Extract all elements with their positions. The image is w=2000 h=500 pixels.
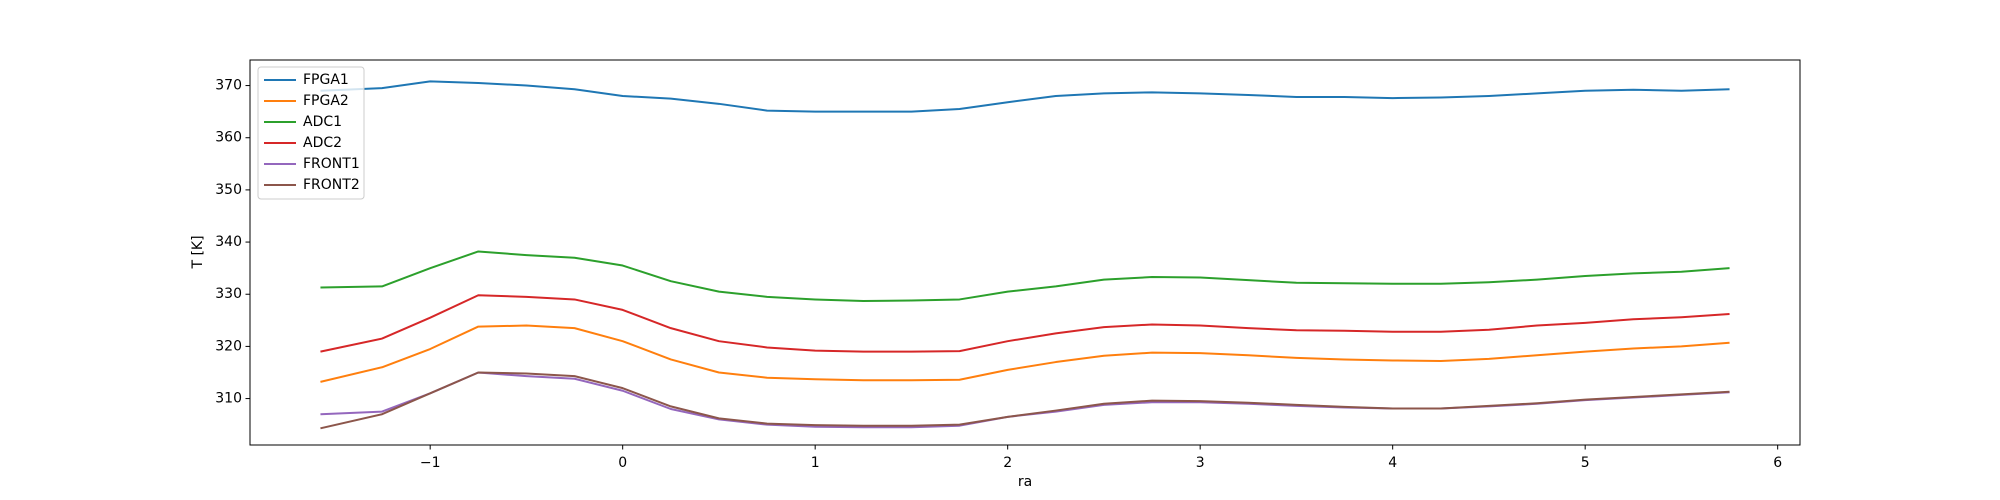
y-tick-label: 360 xyxy=(215,130,242,146)
x-tick-label: 6 xyxy=(1773,455,1782,471)
x-tick-label: 3 xyxy=(1196,455,1205,471)
x-tick-label: 2 xyxy=(1003,455,1012,471)
y-tick-label: 330 xyxy=(215,286,242,302)
legend-label: ADC2 xyxy=(303,135,342,151)
y-axis-label: T [K] xyxy=(190,235,206,269)
series-line xyxy=(320,80,1730,113)
series-line xyxy=(320,371,1730,429)
x-tick-label: 1 xyxy=(811,455,820,471)
y-tick-label: 350 xyxy=(215,182,242,198)
series-line xyxy=(320,371,1730,430)
series-line xyxy=(320,250,1730,303)
x-tick-label: 5 xyxy=(1581,455,1590,471)
x-axis-label: ra xyxy=(1018,474,1032,490)
legend-label: FRONT2 xyxy=(303,177,360,193)
legend-label: FPGA1 xyxy=(303,72,349,88)
legend-label: FPGA2 xyxy=(303,93,349,109)
series-line xyxy=(320,294,1730,353)
y-tick-label: 340 xyxy=(215,234,242,250)
legend-label: ADC1 xyxy=(303,114,342,130)
series-line xyxy=(320,324,1730,383)
legend-label: FRONT1 xyxy=(303,156,360,172)
x-tick-label: 4 xyxy=(1388,455,1397,471)
y-tick-label: 320 xyxy=(215,338,242,354)
x-tick-label: −1 xyxy=(420,455,441,471)
y-tick-label: 310 xyxy=(215,391,242,407)
axes-frame xyxy=(249,59,1801,446)
y-tick-label: 370 xyxy=(215,78,242,94)
x-tick-label: 0 xyxy=(618,455,627,471)
